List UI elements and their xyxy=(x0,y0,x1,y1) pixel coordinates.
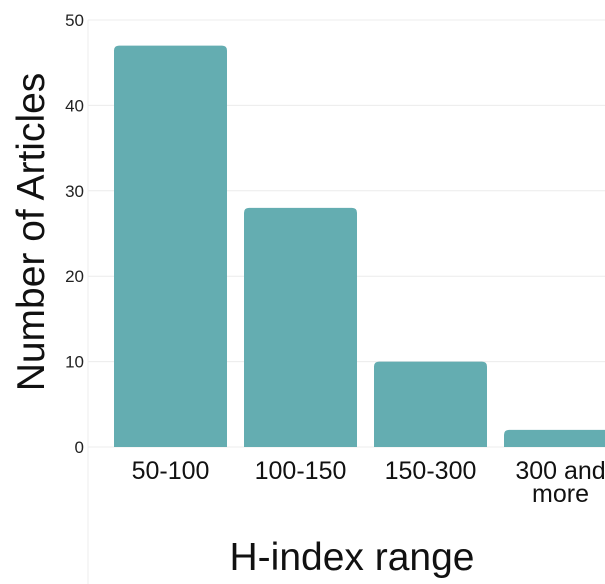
y-tick-label: 40 xyxy=(65,96,84,115)
bar-150-300 xyxy=(374,361,487,447)
x-tick-label: 50-100 xyxy=(132,457,210,485)
y-tick-label: 0 xyxy=(75,438,84,457)
bar-50-100 xyxy=(114,45,227,448)
x-tick-label: 100-150 xyxy=(255,457,347,485)
bars xyxy=(114,45,605,448)
bar-300-and-more xyxy=(504,429,605,447)
bar-100-150 xyxy=(244,207,357,447)
x-tick-label: 300 and more xyxy=(515,457,605,508)
x-tick-label: 150-300 xyxy=(385,457,477,485)
y-tick-label: 30 xyxy=(65,182,84,201)
y-tick-label: 10 xyxy=(65,353,84,372)
x-axis-title: H-index range xyxy=(230,536,475,579)
y-tick-label: 20 xyxy=(65,267,84,286)
x-axis-ticks: 50-100 100-150 150-300 300 and more xyxy=(132,457,605,508)
y-axis-ticks: 0 10 20 30 40 50 xyxy=(65,11,84,457)
y-tick-label: 50 xyxy=(65,11,84,30)
y-axis-title: Number of Articles xyxy=(10,73,53,392)
